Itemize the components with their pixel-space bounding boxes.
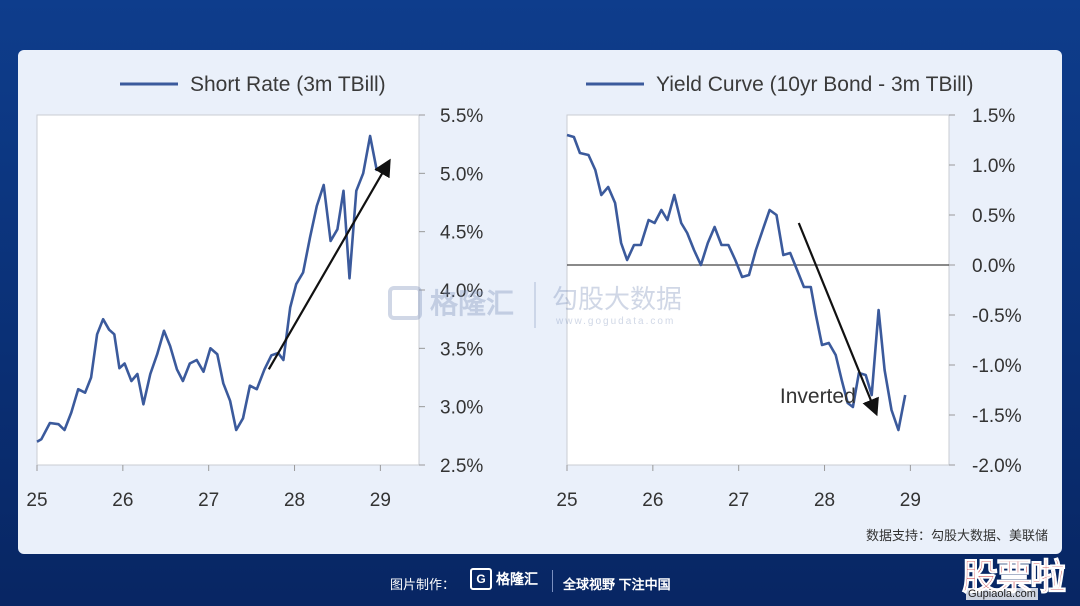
short-rate-legend-label: Short Rate (3m TBill) [190, 73, 386, 96]
yield-curve-y-tick-label: 0.0% [972, 256, 1015, 277]
corner-url: Gupiaola.com [966, 588, 1038, 600]
brand-logo-icon: G [470, 568, 492, 590]
short-rate-trend-arrow [267, 158, 391, 370]
watermark-logo-icon [388, 286, 422, 320]
short-rate-line [36, 134, 379, 443]
yield-curve-x-tick-label: 29 [900, 490, 921, 511]
yield-curve-trend-arrow [797, 222, 879, 417]
short-rate-y-tick-label: 2.5% [440, 456, 483, 477]
short-rate-y-axis: 5.5% 5.0% 4.5% 4.0% 3.5% 3.0% 2.5% [419, 106, 483, 477]
footer: 图片制作： G 格隆汇 全球视野 下注中国 [0, 562, 1080, 602]
short-rate-x-tick-label: 28 [284, 490, 305, 511]
yield-curve-plot-area [566, 114, 950, 466]
yield-curve-x-tick-label: 25 [556, 490, 577, 511]
yield-curve-y-tick-label: -0.5% [972, 306, 1022, 327]
yield-curve-x-tick-label: 28 [814, 490, 835, 511]
footer-slogan: 全球视野 下注中国 [563, 577, 671, 592]
footer-made-by: 图片制作： [390, 577, 456, 592]
yield-curve-y-axis: 1.5% 1.0% 0.5% 0.0% -0.5% -1.0% -1.5% -2.0% [949, 106, 1022, 477]
inverted-annotation: Inverted [780, 385, 856, 408]
yield-curve-x-axis: 25 26 27 28 29 [556, 465, 921, 511]
short-rate-y-tick-label: 3.5% [440, 339, 483, 360]
short-rate-x-tick-label: 27 [198, 490, 219, 511]
short-rate-x-tick-label: 26 [112, 490, 133, 511]
yield-curve-chart: Yield Curve (10yr Bond - 3m TBill) 25 26 2… [556, 73, 1021, 511]
yield-curve-y-tick-label: 1.5% [972, 106, 1015, 127]
watermark-url: www.gogudata.com [555, 316, 675, 327]
short-rate-chart: Short Rate (3m TBill) 25 26 27 28 29 5.5% 5.0… [26, 73, 483, 511]
yield-curve-legend-label: Yield Curve (10yr Bond - 3m TBill) [656, 73, 973, 96]
short-rate-x-axis: 25 26 27 28 29 [26, 465, 391, 511]
yield-curve-y-tick-label: 1.0% [972, 156, 1015, 177]
yield-curve-x-tick-label: 26 [642, 490, 663, 511]
short-rate-y-tick-label: 3.0% [440, 398, 483, 419]
corner-logo: 股票啦 Gupiaola.com [960, 546, 1080, 606]
yield-curve-line [566, 133, 907, 432]
short-rate-plot-area [36, 114, 420, 466]
footer-divider [552, 570, 553, 592]
short-rate-x-tick-label: 29 [370, 490, 391, 511]
watermark-left-text: 格隆汇 [430, 288, 514, 319]
footer-brand-name: 格隆汇 [496, 571, 538, 587]
short-rate-y-tick-label: 4.0% [440, 281, 483, 302]
source-note: 数据支持：勾股大数据、美联储 [866, 528, 1048, 543]
short-rate-y-tick-label: 4.5% [440, 223, 483, 244]
yield-curve-y-tick-label: 0.5% [972, 206, 1015, 227]
short-rate-y-tick-label: 5.0% [440, 164, 483, 185]
yield-curve-y-tick-label: -1.5% [972, 406, 1022, 427]
footer-brand: G 格隆汇 [470, 568, 538, 590]
short-rate-x-tick-label: 25 [26, 490, 47, 511]
watermark: 格隆汇 勾股大数据 www.gogudata.com [388, 282, 682, 328]
yield-curve-x-tick-label: 27 [728, 490, 749, 511]
yield-curve-y-tick-label: -2.0% [972, 456, 1022, 477]
yield-curve-y-tick-label: -1.0% [972, 356, 1022, 377]
short-rate-y-tick-label: 5.5% [440, 106, 483, 127]
watermark-right-text: 勾股大数据 [552, 284, 682, 314]
